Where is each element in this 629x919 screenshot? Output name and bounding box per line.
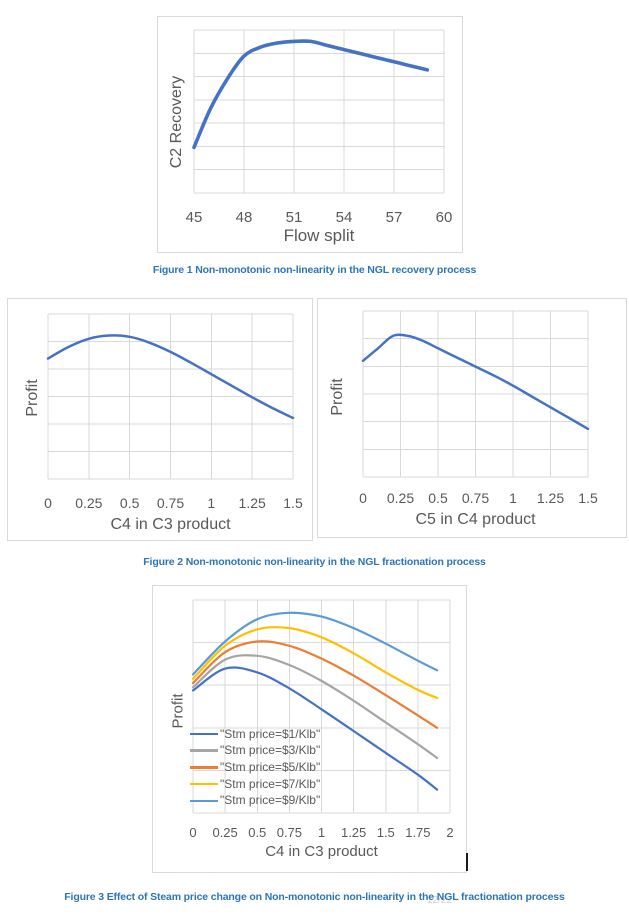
figure2-right-chart-frame[interactable]: 0 0.25 0.5 0.75 1 1.25 1.5 C5 in C4 product Prof…: [317, 298, 627, 538]
chart-gridlines: [193, 29, 445, 194]
x-tick-label: 1: [207, 495, 216, 511]
y-axis-title: Profit: [24, 379, 41, 417]
x-tick-label: 1.5: [376, 825, 395, 840]
x-tick-label: 1.5: [283, 495, 303, 511]
x-tick-label: 1.5: [578, 490, 598, 506]
figure1-caption: Figure 1 Non-monotonic non-linearity in …: [152, 264, 477, 276]
x-tick-label: 51: [285, 209, 303, 226]
figure3-caption: Figure 3 Effect of Steam price change on…: [64, 891, 565, 903]
x-tick-label: 0: [189, 825, 197, 840]
legend-label: "Stm price=$1/Klb": [220, 726, 321, 741]
x-tick-label: 0.75: [156, 495, 185, 511]
figure2-caption: Figure 2 Non-monotonic non-linearity in …: [143, 556, 486, 568]
series-line: [191, 611, 439, 676]
series-line: [191, 626, 439, 700]
legend-label: "Stm price=$9/Klb": [220, 793, 321, 808]
series-line: [192, 39, 430, 150]
legend-swatch: [190, 749, 218, 752]
x-tick-label: 0.25: [75, 495, 103, 511]
x-tick-label: 0: [359, 490, 367, 506]
series-line: [191, 654, 439, 760]
page-watermark: 12/22: [427, 895, 453, 906]
x-tick-label: 1.25: [340, 825, 367, 840]
figure2-left-chart-frame[interactable]: 0 0.25 0.5 0.75 1 1.25 1.5 C4 in C3 product Prof…: [7, 298, 313, 541]
x-tick-label: 0.25: [386, 490, 415, 506]
figure2-left-c4-in-c3-plot: [46, 313, 295, 480]
legend-swatch: [190, 799, 218, 803]
x-tick-label: 1.25: [238, 495, 266, 511]
x-tick-label: 1: [317, 825, 326, 840]
x-tick-label: 0.5: [428, 490, 448, 506]
chart-gridlines: [362, 310, 589, 478]
x-axis-title: C5 in C4 product: [415, 511, 536, 528]
x-tick-label: 0.5: [119, 495, 140, 511]
legend-swatch: [190, 732, 218, 736]
series-line: [361, 333, 590, 431]
text-cursor: [466, 853, 468, 871]
x-tick-label: 0.75: [276, 825, 303, 840]
x-tick-label: 0: [44, 495, 52, 511]
x-axis-title: C4 in C3 product: [110, 516, 231, 533]
figure3-chart-frame[interactable]: 0 0.25 0.5 0.75 1 1.25 1.5 1.75 2 C4 in C3 produc…: [152, 585, 467, 873]
x-tick-label: 0.5: [248, 825, 267, 840]
x-tick-label: 2: [446, 825, 454, 840]
series-line: [46, 334, 295, 420]
figure1-chart-frame[interactable]: 45 48 51 54 57 60 Flow split C2 Recovery: [157, 16, 463, 253]
legend-swatch: [190, 782, 218, 786]
x-tick-label: 48: [235, 209, 253, 226]
x-tick-label: 1.25: [536, 490, 565, 506]
x-axis-title: Flow split: [283, 226, 355, 245]
y-axis-title: Profit: [169, 693, 187, 729]
series-line: [191, 640, 439, 729]
x-tick-label: 1.75: [405, 825, 431, 840]
x-tick-label: 60: [435, 209, 453, 226]
legend-label: "Stm price=$7/Klb": [220, 776, 321, 791]
legend-label: "Stm price=$5/Klb": [220, 759, 321, 774]
figure3-steam-price-plot: [191, 599, 451, 814]
x-tick-label: 45: [185, 209, 203, 226]
x-tick-label: 1: [509, 490, 517, 506]
figure2-right-c5-in-c4-plot: [361, 310, 590, 478]
y-axis-title: Profit: [329, 378, 346, 416]
x-axis-title: C4 in C3 product: [265, 843, 378, 860]
legend-swatch: [190, 766, 218, 769]
chart-gridlines: [192, 599, 451, 814]
x-tick-label: 57: [385, 209, 403, 226]
legend-label: "Stm price=$3/Klb": [220, 743, 321, 758]
x-tick-label: 54: [335, 209, 353, 226]
x-tick-label: 0.25: [212, 825, 238, 840]
chart-gridlines: [47, 313, 294, 480]
x-tick-label: 0.75: [461, 490, 490, 506]
series-line: [191, 666, 439, 791]
y-axis-title: C2 Recovery: [168, 75, 185, 169]
figure1-c2-recovery-plot: [192, 29, 445, 194]
